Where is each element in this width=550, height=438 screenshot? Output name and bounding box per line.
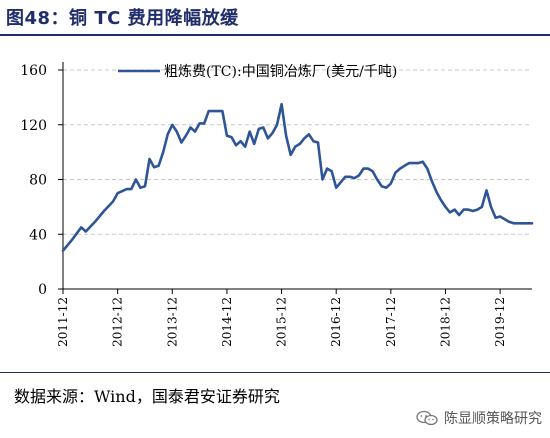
- y-tick-label: 120: [20, 118, 47, 134]
- x-tick-label: 2017-12: [384, 297, 398, 347]
- axes: [58, 62, 532, 294]
- series-lines: [61, 102, 534, 252]
- wechat-icon: [416, 410, 438, 426]
- gridlines: [63, 69, 532, 235]
- figure-title: 图48：铜 TC 费用降幅放缓: [6, 8, 239, 29]
- legend-label: 粗炼费(TC):中国铜冶炼厂(美元/千吨): [164, 64, 397, 80]
- y-tick-label: 160: [20, 63, 47, 79]
- y-tick-label: 40: [29, 227, 47, 243]
- y-tick-labels: 0 40 80 120 160: [20, 63, 47, 298]
- x-tick-label: 2015-12: [275, 297, 289, 347]
- x-tick-label: 2012-12: [111, 297, 125, 347]
- legend: 粗炼费(TC):中国铜冶炼厂(美元/千吨): [118, 64, 397, 80]
- watermark-text: 陈显顺策略研究: [444, 411, 542, 427]
- x-tick-label: 2019-12: [493, 297, 507, 347]
- x-tick-label: 2016-12: [329, 297, 343, 347]
- source-divider: [0, 372, 550, 373]
- x-tick-label: 2013-12: [165, 297, 179, 347]
- watermark: 陈显顺策略研究: [416, 408, 542, 428]
- line-chart: 0 40 80 120 160 2011-12 2012-12 2013-12 2014-12…: [20, 62, 534, 347]
- x-tick-label: 2014-12: [220, 297, 234, 347]
- y-tick-label: 80: [29, 173, 47, 189]
- title-divider: [0, 34, 550, 36]
- y-tick-label: 0: [38, 282, 47, 298]
- x-tick-label: 2011-12: [56, 297, 70, 347]
- x-tick-labels: 2011-12 2012-12 2013-12 2014-12 2015-12 2016-…: [56, 297, 507, 347]
- x-tick-label: 2018-12: [438, 297, 452, 347]
- source-note: 数据来源：Wind，国泰君安证券研究: [14, 387, 280, 406]
- series-line: [61, 102, 534, 252]
